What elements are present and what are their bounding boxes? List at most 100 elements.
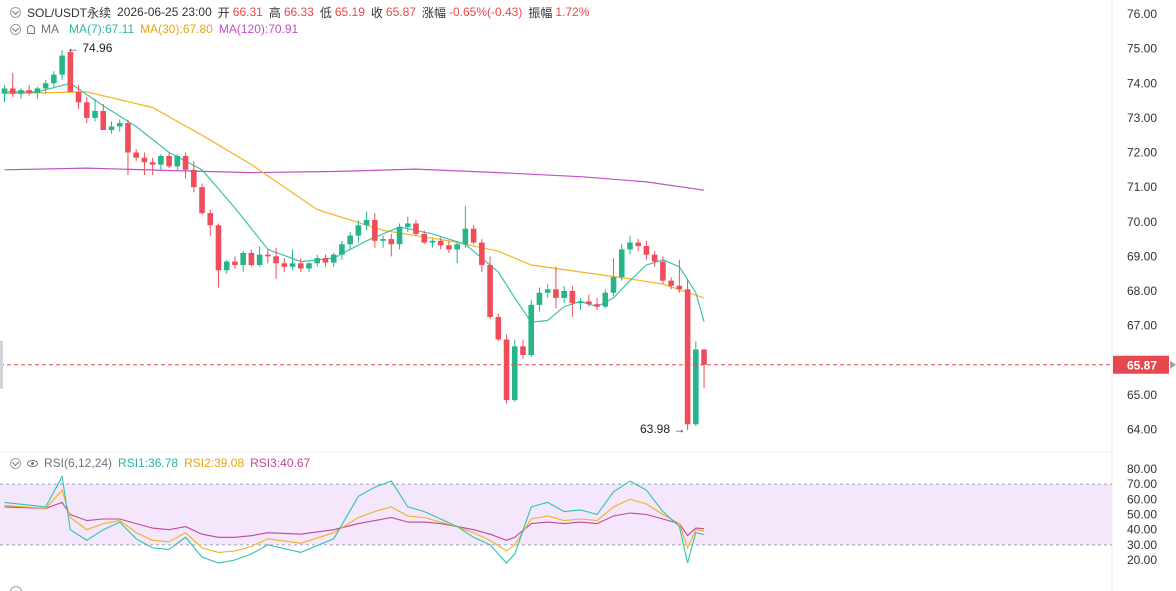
collapse-chevron-icon[interactable] xyxy=(10,6,21,18)
candle xyxy=(141,152,148,176)
candle xyxy=(470,225,477,245)
candle xyxy=(413,220,419,236)
candle xyxy=(297,258,304,272)
candle-body xyxy=(363,220,370,226)
candle xyxy=(256,245,263,267)
candle-body xyxy=(660,261,666,281)
candle-body xyxy=(100,110,107,130)
candle xyxy=(520,339,526,359)
ma-collapse-chevron-icon[interactable] xyxy=(10,23,21,35)
eye-icon[interactable] xyxy=(27,459,38,467)
candle-body xyxy=(223,261,230,271)
candle-body xyxy=(594,304,600,307)
candle-body xyxy=(59,55,65,75)
low-value: 65.19 xyxy=(334,5,365,19)
candle-body xyxy=(306,263,312,269)
ma7-line xyxy=(4,82,705,323)
rsi-tick-label: 80.00 xyxy=(1127,462,1157,476)
candle-body xyxy=(404,223,411,227)
candle-body xyxy=(635,242,642,246)
candle xyxy=(215,223,222,288)
candle-body xyxy=(51,74,57,84)
candle xyxy=(437,237,444,250)
candle-body xyxy=(182,155,189,170)
candle xyxy=(355,220,362,243)
candle-body xyxy=(586,301,592,305)
candle-body xyxy=(536,292,543,305)
next-pane-toggle-icon xyxy=(10,586,22,591)
price-tick-label: 70.00 xyxy=(1127,215,1157,229)
price-tick-label: 73.00 xyxy=(1127,111,1157,125)
candle-body xyxy=(544,289,551,293)
price-tick-label: 72.00 xyxy=(1127,146,1157,160)
candle-body xyxy=(339,244,345,255)
candle xyxy=(75,84,82,110)
price-tick-label: 65.00 xyxy=(1127,388,1157,402)
candle-body xyxy=(511,346,518,401)
candle xyxy=(544,284,551,298)
candle xyxy=(421,230,428,245)
candle xyxy=(569,285,576,317)
rsi-pane xyxy=(0,451,1112,564)
candlesticks xyxy=(1,50,707,431)
rsi3-legend: RSI3:40.67 xyxy=(250,456,311,470)
candle xyxy=(265,249,271,264)
candle-body xyxy=(380,239,386,241)
candle xyxy=(693,341,699,427)
price-tick-label: 69.00 xyxy=(1127,249,1157,263)
ohlc-header: SOL/USDT永续 2026-06-25 23:00 开 66.31 高 66… xyxy=(10,3,595,21)
candle-body xyxy=(256,254,263,266)
candle xyxy=(561,285,567,304)
price-tick-label: 64.00 xyxy=(1127,423,1157,437)
candle-body xyxy=(487,265,493,317)
open-label: 开 xyxy=(217,5,230,20)
high-value: 66.33 xyxy=(283,5,314,19)
rsi-tick-label: 50.00 xyxy=(1127,508,1157,522)
candle-body xyxy=(232,261,238,266)
candle xyxy=(199,183,205,215)
datetime-label: 2026-06-25 23:00 xyxy=(117,5,212,19)
candle xyxy=(67,50,74,92)
candle-body xyxy=(421,233,428,243)
candle-body xyxy=(470,228,477,243)
rsi-tick-label: 70.00 xyxy=(1127,477,1157,491)
candle xyxy=(643,240,650,260)
candle-body xyxy=(618,249,625,278)
candle-body xyxy=(396,226,403,245)
high-annotation: ← 74.96 xyxy=(67,41,113,55)
price-tick-label: 76.00 xyxy=(1127,7,1157,21)
candle-body xyxy=(26,90,32,93)
price-axis: 76.00 75.00 74.00 73.00 72.00 71.00 70.00 69.00… xyxy=(0,7,1176,437)
ma30-line xyxy=(4,91,705,299)
candle-body xyxy=(190,169,197,188)
candle-body xyxy=(668,280,674,286)
candle xyxy=(627,235,633,255)
price-tick-label: 68.00 xyxy=(1127,284,1157,298)
candle-body xyxy=(297,263,304,269)
candle xyxy=(339,240,345,260)
candle xyxy=(404,216,411,233)
candle xyxy=(42,79,49,94)
amplitude-value: 1.72% xyxy=(555,5,590,19)
candle-body xyxy=(676,285,683,290)
candle xyxy=(528,299,535,357)
price-tick-label: 71.00 xyxy=(1127,180,1157,194)
ma120-line xyxy=(4,167,705,191)
candle xyxy=(660,256,666,285)
rsi-band xyxy=(0,484,1112,545)
candle xyxy=(684,278,691,431)
candle-body xyxy=(240,252,246,266)
rsi-collapse-chevron-icon[interactable] xyxy=(10,457,21,469)
candle-body xyxy=(495,316,502,340)
ma-legend: MA MA(7):67.11 MA(30):67.80 MA(120):70.9… xyxy=(10,20,304,38)
candle xyxy=(454,242,460,264)
candle-body xyxy=(133,152,139,158)
candle xyxy=(511,339,518,402)
current-price-tag xyxy=(1113,355,1169,374)
candle-body xyxy=(18,90,24,94)
bell-icon[interactable] xyxy=(27,24,35,34)
rsi-legend: RSI(6,12,24) RSI1:36.78 RSI2:39.08 RSI3:… xyxy=(10,454,316,472)
candle xyxy=(18,88,24,99)
close-value: 65.87 xyxy=(385,5,416,19)
